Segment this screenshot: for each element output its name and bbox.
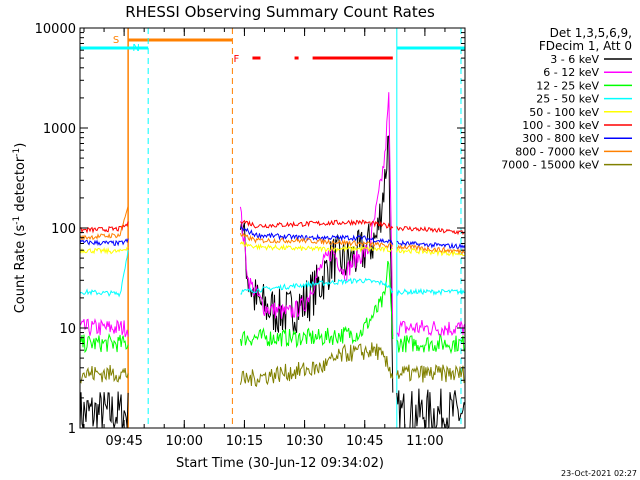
- series-line: [79, 249, 466, 298]
- legend-entry-label: 300 - 800 keV: [522, 132, 599, 145]
- series-line: [79, 260, 466, 355]
- y-label-exponent: -1: [12, 216, 22, 225]
- y-tick-label: 1: [68, 422, 76, 437]
- footer-timestamp: 23-Oct-2021 02:27: [561, 469, 637, 478]
- legend-entry-label: 3 - 6 keV: [550, 53, 599, 66]
- chart-title: RHESSI Observing Summary Count Rates: [125, 3, 435, 21]
- x-tick-label: 09:45: [105, 434, 142, 449]
- x-tick-label: 11:00: [406, 434, 443, 449]
- series-line: [79, 342, 466, 388]
- y-axis-label: Count Rate (s-1 detector-1): [12, 143, 28, 314]
- x-tick-label: 10:15: [226, 434, 263, 449]
- y-tick-label: 10: [59, 322, 76, 337]
- y-tick-label: 1000: [43, 122, 76, 137]
- legend-entry-label: 6 - 12 keV: [543, 66, 599, 79]
- legend-entry-label: 50 - 100 keV: [529, 106, 599, 119]
- x-axis: 09:45 10:00 10:15 10:30 10:45 11:00: [83, 28, 446, 449]
- x-tick-label: 10:45: [346, 434, 383, 449]
- annotation-label: N: [132, 43, 139, 54]
- y-label-part: Count Rate (s: [13, 225, 28, 314]
- legend-entry-label: 12 - 25 keV: [536, 79, 599, 92]
- plot-extras: S N F: [79, 28, 465, 428]
- series-line: [79, 205, 466, 255]
- legend-header-line: Det 1,3,5,6,9,: [550, 26, 632, 40]
- series-line: [79, 240, 466, 258]
- x-tick-label: 10:00: [166, 434, 203, 449]
- series-line: [79, 92, 466, 338]
- legend-entry-label: 7000 - 15000 keV: [501, 159, 599, 172]
- y-label-part: ): [13, 143, 28, 148]
- y-label-part: detector: [13, 156, 28, 216]
- y-label-exponent: -1: [12, 148, 22, 157]
- series-line: [79, 226, 466, 250]
- annotation-label: S: [113, 35, 119, 46]
- x-tick-label: 10:30: [286, 434, 323, 449]
- x-axis-label: Start Time (30-Jun-12 09:34:02): [176, 456, 384, 471]
- y-axis: 1 10 100 1000 10000: [35, 22, 465, 437]
- annotation-label: F: [234, 54, 240, 65]
- legend-entry-label: 100 - 300 keV: [522, 119, 599, 132]
- series-layer: [79, 92, 466, 430]
- legend-header-line: FDecim 1, Att 0: [539, 39, 632, 53]
- y-tick-label: 100: [51, 222, 76, 237]
- y-tick-label: 10000: [35, 22, 76, 37]
- legend-entry-label: 25 - 50 keV: [536, 93, 599, 106]
- legend: Det 1,3,5,6,9, FDecim 1, Att 0 3 - 6 keV…: [501, 26, 632, 172]
- legend-entry-label: 800 - 7000 keV: [515, 145, 599, 158]
